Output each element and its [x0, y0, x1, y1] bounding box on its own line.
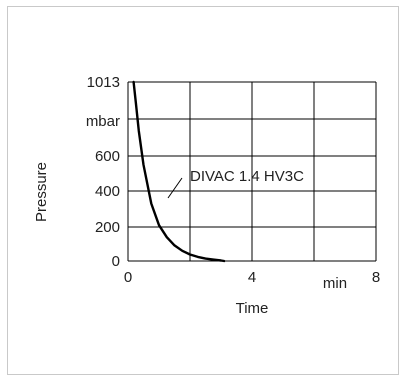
y-unit-label: mbar [86, 113, 120, 130]
grid [127, 81, 377, 262]
x-tick-label: 4 [248, 269, 256, 286]
series-layer [132, 80, 226, 263]
y-axis-title: Pressure [33, 162, 50, 222]
tick-labels: 0 200 400 600 1013 0 4 8 [87, 74, 381, 286]
series-annotation: DIVAC 1.4 HV3C [190, 168, 304, 185]
series-line-divac [132, 80, 226, 263]
x-axis-title: Time [236, 300, 269, 317]
y-tick-label: 1013 [87, 74, 120, 91]
y-tick-label: 0 [112, 253, 120, 270]
x-unit-label: min [323, 275, 347, 292]
x-tick-label: 0 [124, 269, 132, 286]
y-tick-label: 200 [95, 219, 120, 236]
y-tick-label: 600 [95, 148, 120, 165]
x-tick-label: 8 [372, 269, 380, 286]
annotation-leader [167, 177, 183, 199]
y-tick-label: 400 [95, 183, 120, 200]
